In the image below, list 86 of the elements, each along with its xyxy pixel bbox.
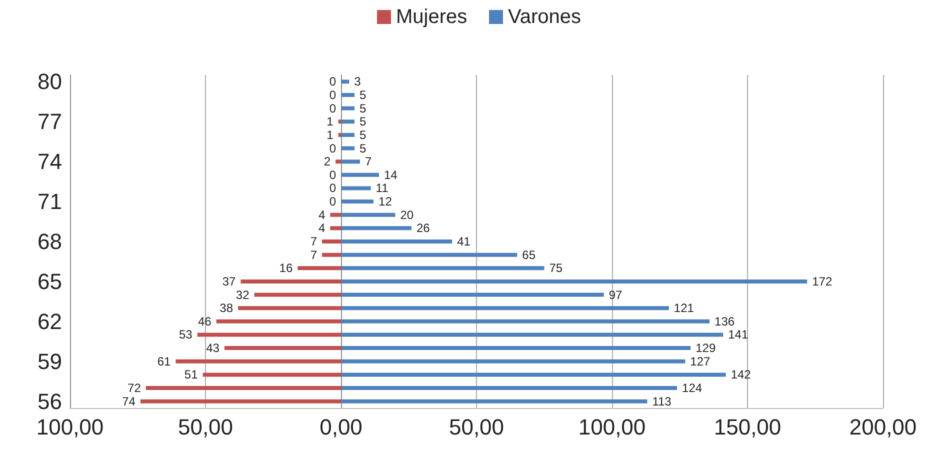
data-label: 0 xyxy=(329,141,336,156)
bar xyxy=(341,200,374,204)
bar xyxy=(341,106,355,110)
y-tick-label: 62 xyxy=(38,308,62,334)
bar xyxy=(322,252,341,257)
data-label: 61 xyxy=(157,354,172,368)
data-label: 5 xyxy=(360,141,367,156)
bar xyxy=(341,172,379,177)
x-tick-label: 100,00 xyxy=(578,414,646,440)
data-label: 97 xyxy=(608,288,623,302)
data-label: 5 xyxy=(360,114,367,129)
data-label: 141 xyxy=(728,328,748,342)
data-label: 7 xyxy=(364,154,372,169)
data-label: 26 xyxy=(416,221,430,236)
data-label: 20 xyxy=(400,208,414,222)
data-label: 74 xyxy=(122,394,136,408)
data-label: 0 xyxy=(329,101,336,116)
bar xyxy=(341,80,350,84)
data-label: 121 xyxy=(674,301,694,316)
data-label: 14 xyxy=(384,168,398,182)
data-label: 51 xyxy=(184,368,198,382)
data-label: 0 xyxy=(329,194,336,209)
data-label: 75 xyxy=(549,261,563,276)
bar xyxy=(330,226,341,230)
bar xyxy=(336,160,341,164)
data-label: 0 xyxy=(329,181,336,196)
data-label: 7 xyxy=(310,234,318,248)
x-tick-label: 50,00 xyxy=(448,414,504,440)
y-tick-label: 68 xyxy=(38,229,62,254)
data-label: 43 xyxy=(206,341,220,356)
data-label: 37 xyxy=(222,274,236,288)
y-tick-label: 80 xyxy=(38,69,62,94)
data-label: 127 xyxy=(690,354,711,368)
data-label: 4 xyxy=(318,221,326,236)
data-label: 124 xyxy=(682,381,702,396)
legend-label: Mujeres xyxy=(396,6,468,28)
y-tick-label: 56 xyxy=(38,388,62,414)
data-label: 72 xyxy=(128,381,142,396)
x-tick-label: 50,00 xyxy=(178,414,234,440)
data-label: 3 xyxy=(354,74,362,89)
bar xyxy=(298,266,341,270)
data-label: 129 xyxy=(696,341,716,356)
data-label: 0 xyxy=(329,88,336,102)
bar xyxy=(338,132,341,137)
bar xyxy=(341,92,355,97)
data-label: 12 xyxy=(378,194,392,209)
y-tick-label: 77 xyxy=(38,109,62,134)
y-tick-label: 71 xyxy=(38,189,62,214)
data-label: 4 xyxy=(318,208,326,222)
bar xyxy=(254,292,341,297)
data-label: 38 xyxy=(220,301,234,316)
bar xyxy=(338,120,341,124)
data-label: 0 xyxy=(329,74,336,89)
data-label: 53 xyxy=(179,328,193,342)
data-label: 136 xyxy=(714,314,735,328)
data-label: 32 xyxy=(236,288,250,302)
data-label: 46 xyxy=(198,314,212,328)
data-label: 113 xyxy=(652,394,672,408)
data-label: 5 xyxy=(360,101,367,116)
y-tick-label: 59 xyxy=(38,348,62,374)
x-tick-label: 100,00 xyxy=(36,414,104,440)
y-tick-label: 65 xyxy=(38,268,62,294)
data-label: 1 xyxy=(326,128,334,142)
y-tick-label: 74 xyxy=(38,149,62,174)
data-label: 41 xyxy=(457,234,471,248)
x-tick-label: 0,00 xyxy=(320,414,362,440)
x-tick-label: 200,00 xyxy=(849,414,917,440)
bar xyxy=(240,279,341,284)
data-label: 11 xyxy=(376,181,389,196)
data-label: 65 xyxy=(522,248,536,262)
data-label: 5 xyxy=(360,128,367,142)
legend-label: Varones xyxy=(508,6,582,28)
data-label: 16 xyxy=(279,261,293,276)
bar xyxy=(341,186,371,190)
bar xyxy=(322,240,341,244)
data-label: 172 xyxy=(812,274,832,288)
bar xyxy=(238,306,341,310)
x-tick-label: 150,00 xyxy=(714,414,782,440)
bar xyxy=(341,146,355,150)
bar xyxy=(330,212,341,217)
data-label: 5 xyxy=(360,88,367,102)
data-label: 7 xyxy=(310,248,318,262)
data-label: 2 xyxy=(324,154,331,169)
data-label: 142 xyxy=(730,368,752,382)
data-label: 0 xyxy=(329,168,336,182)
data-label: 1 xyxy=(326,114,334,129)
